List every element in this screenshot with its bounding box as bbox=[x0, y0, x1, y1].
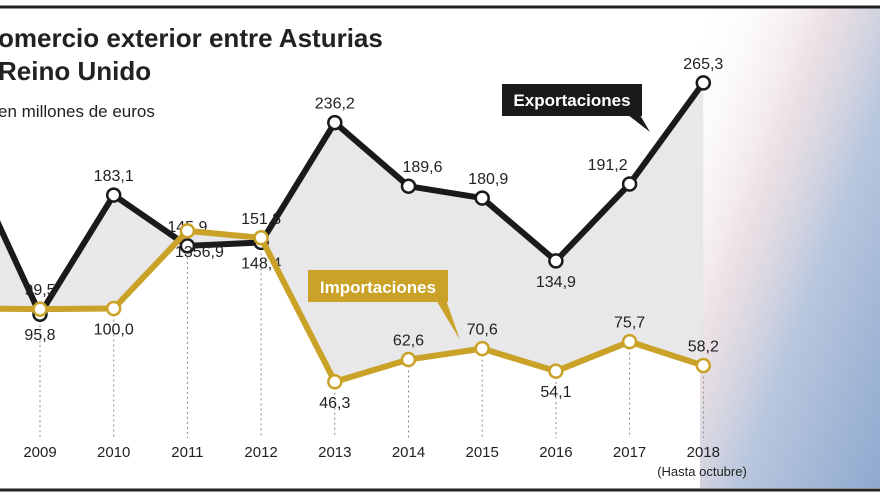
data-point bbox=[695, 75, 712, 91]
data-point bbox=[621, 333, 638, 350]
data-label: 265,3 bbox=[683, 56, 723, 73]
data-label: 134,9 bbox=[536, 274, 576, 291]
legend-pointer bbox=[436, 300, 460, 340]
title: Reino Unido bbox=[0, 56, 151, 86]
legend-label: Importaciones bbox=[320, 278, 436, 297]
data-point bbox=[327, 114, 343, 131]
data-label: 62,6 bbox=[393, 333, 424, 350]
data-point bbox=[32, 301, 48, 317]
data-point bbox=[548, 363, 564, 379]
data-point bbox=[400, 178, 417, 194]
gap-area bbox=[0, 82, 704, 382]
data-label: 54,1 bbox=[540, 384, 571, 401]
data-point bbox=[179, 238, 196, 254]
data-label: 100,0 bbox=[94, 322, 134, 339]
flag-decoration bbox=[700, 8, 880, 488]
x-tick-label: 2010 bbox=[97, 444, 130, 461]
data-point bbox=[253, 230, 269, 246]
data-point bbox=[327, 374, 343, 390]
x-tick-label: 2009 bbox=[23, 444, 56, 461]
x-tick-label: 2011 bbox=[171, 444, 203, 461]
x-tick-label: 2016 bbox=[539, 444, 572, 461]
x-tick-label: 2015 bbox=[466, 444, 499, 461]
data-label: 191,2 bbox=[588, 157, 628, 174]
data-point bbox=[105, 300, 122, 317]
x-tick-label: 2014 bbox=[392, 444, 425, 461]
data-label: 1356,9 bbox=[175, 244, 224, 261]
data-label: 75,7 bbox=[614, 315, 645, 332]
data-label: 95,8 bbox=[24, 327, 55, 344]
data-label: 70,6 bbox=[467, 322, 498, 339]
data-label: 236,2 bbox=[315, 96, 355, 113]
data-point bbox=[474, 340, 490, 357]
legend-box bbox=[308, 270, 448, 302]
data-label: 183,1 bbox=[94, 168, 134, 185]
data-label: 151,8 bbox=[241, 211, 281, 228]
subtitle: en millones de euros bbox=[0, 102, 155, 121]
data-label: 180,9 bbox=[468, 171, 508, 188]
note: (Hasta octubre) bbox=[657, 464, 747, 479]
x-tick-label: 2018 bbox=[687, 444, 720, 461]
data-point bbox=[400, 351, 417, 368]
data-point bbox=[548, 253, 564, 269]
data-label: 99,5 bbox=[24, 282, 55, 299]
x-tick-label: 2017 bbox=[613, 444, 646, 461]
data-point bbox=[474, 190, 490, 206]
data-point bbox=[695, 357, 712, 374]
legend-pointer bbox=[628, 115, 650, 132]
data-label: 189,6 bbox=[402, 159, 442, 176]
legend-label: Exportaciones bbox=[513, 91, 630, 110]
data-label: 58,2 bbox=[688, 339, 719, 356]
data-point bbox=[105, 187, 122, 203]
x-tick-label: 2012 bbox=[244, 444, 277, 461]
legend-box bbox=[502, 84, 642, 116]
x-tick-label: 2013 bbox=[318, 444, 351, 461]
data-point bbox=[621, 176, 638, 192]
data-point bbox=[179, 223, 196, 239]
title: omercio exterior entre Asturias bbox=[0, 23, 383, 53]
data-label: 46,3 bbox=[319, 395, 350, 412]
